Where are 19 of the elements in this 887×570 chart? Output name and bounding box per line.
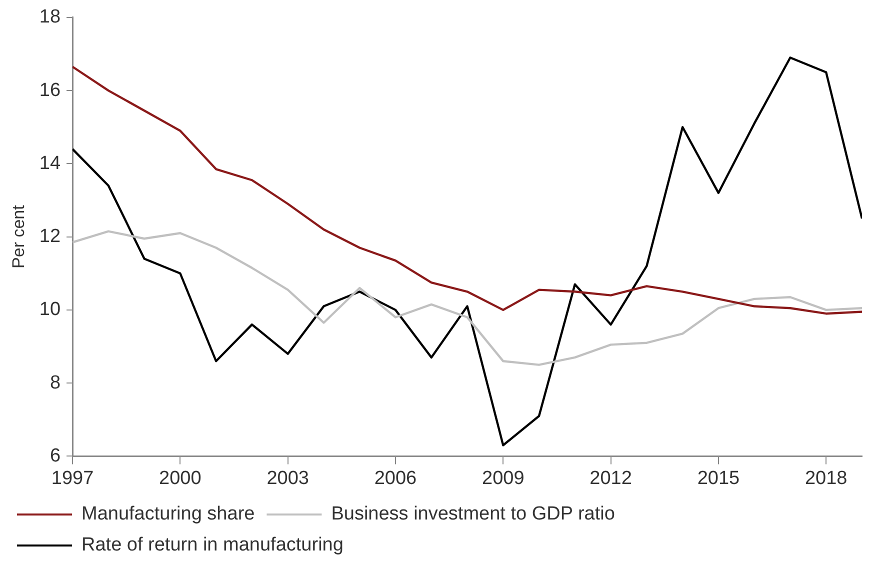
y-tick-label: 14 — [39, 152, 61, 174]
y-tick-label: 10 — [39, 299, 61, 320]
legend-label: Business investment to GDP ratio — [331, 504, 615, 525]
y-tick-label: 16 — [39, 80, 61, 101]
y-tick-label: 8 — [50, 372, 61, 394]
x-tick-label: 2006 — [374, 468, 417, 489]
x-tick-label: 2012 — [590, 468, 632, 489]
y-tick-label: 6 — [50, 445, 61, 466]
legend-label: Manufacturing share — [82, 504, 255, 525]
y-tick-label: 12 — [39, 226, 61, 248]
x-tick-label: 2000 — [159, 468, 202, 489]
x-tick-label: 2018 — [804, 468, 848, 489]
x-tick-label: 2009 — [482, 468, 524, 489]
legend-label: Rate of return in manufacturing — [82, 534, 344, 556]
y-tick-label: 18 — [39, 6, 61, 28]
y-axis-title: Per cent — [8, 204, 28, 268]
x-tick-label: 2015 — [697, 468, 740, 489]
x-tick-label: 1997 — [51, 468, 94, 489]
x-tick-label: 2003 — [266, 468, 309, 489]
